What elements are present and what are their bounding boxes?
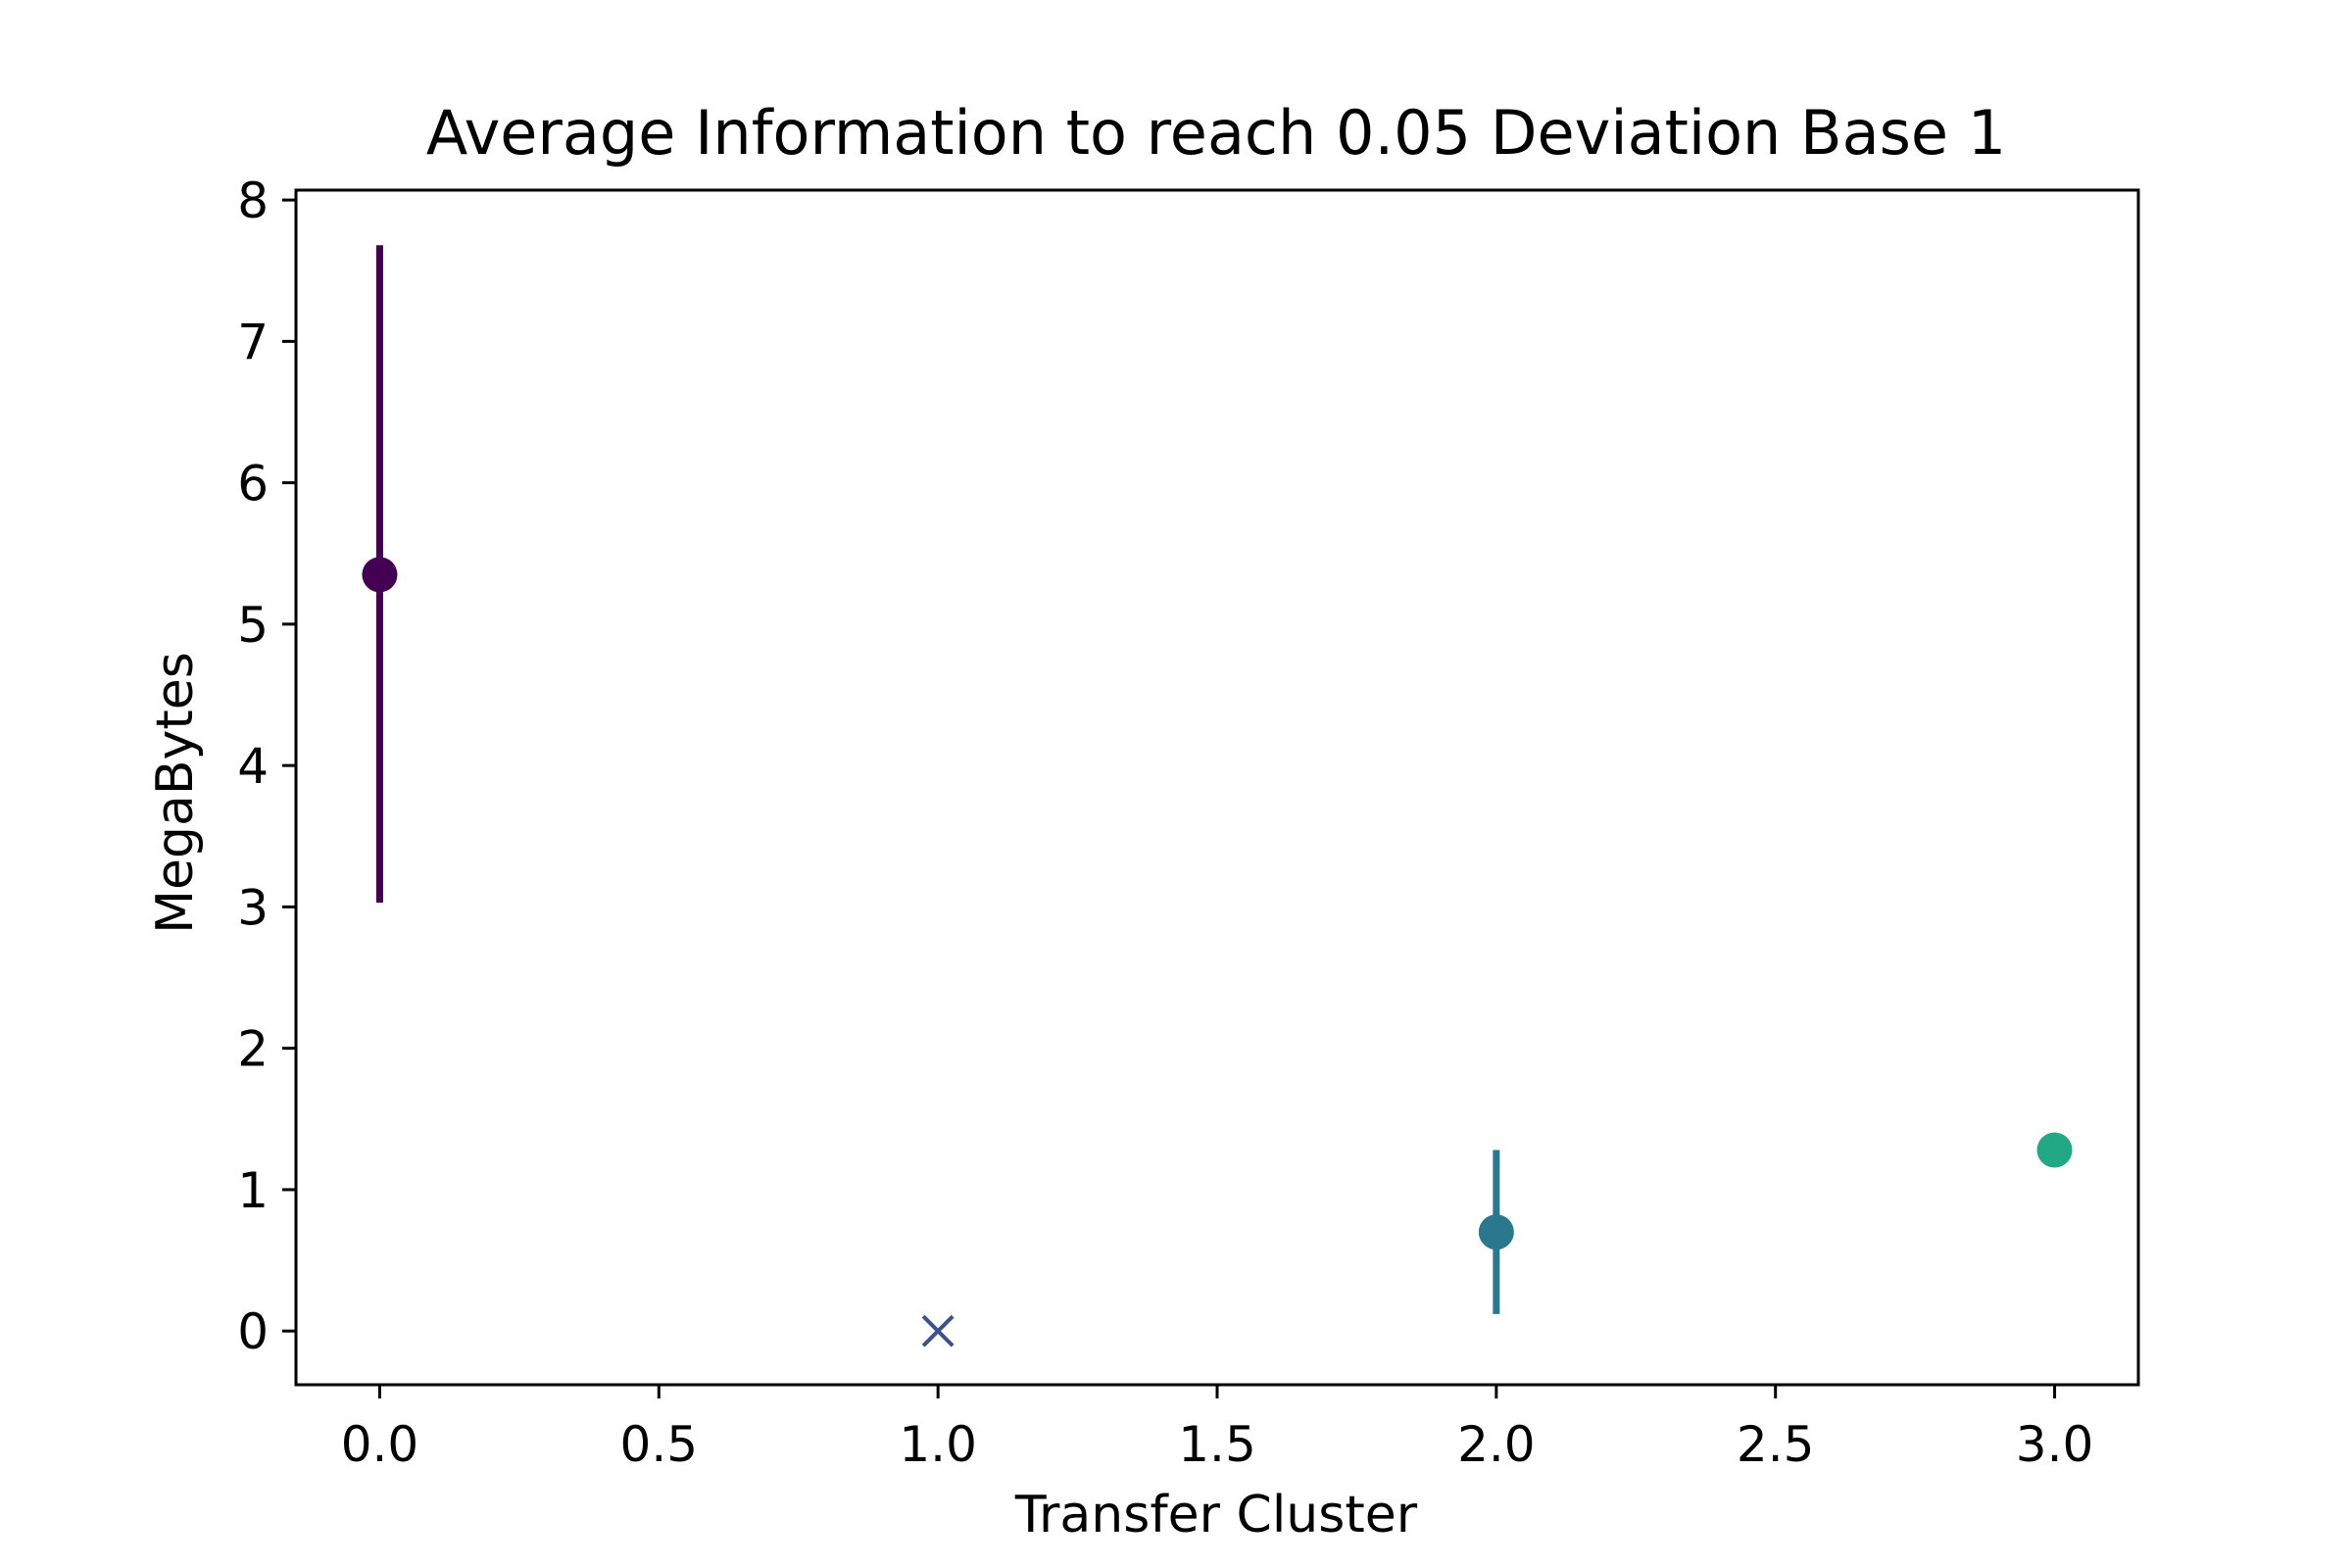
y-tick-label: 7 xyxy=(237,314,269,370)
y-tick-label: 2 xyxy=(237,1021,269,1078)
errorbar-layer xyxy=(375,245,1500,1314)
data-point xyxy=(362,557,398,593)
data-point xyxy=(2036,1132,2073,1168)
data-point xyxy=(1478,1214,1514,1250)
chart-title: Average Information to reach 0.05 Deviat… xyxy=(426,97,2006,169)
x-tick-label: 2.5 xyxy=(1737,1416,1815,1473)
x-axis-label: Transfer Cluster xyxy=(1014,1486,1418,1544)
point-layer xyxy=(362,557,2073,1348)
y-tick-label: 8 xyxy=(237,172,269,229)
x-tick-label: 3.0 xyxy=(2016,1416,2094,1473)
x-tick-label: 1.5 xyxy=(1178,1416,1256,1473)
plot-area-frame xyxy=(294,188,2140,1387)
y-tick-label: 5 xyxy=(237,597,269,654)
x-tick-label: 2.0 xyxy=(1457,1416,1536,1473)
y-tick-label: 1 xyxy=(237,1162,269,1219)
y-tick-label: 6 xyxy=(237,456,269,513)
x-tick-label: 0.0 xyxy=(341,1416,419,1473)
x-marker-point xyxy=(921,1314,955,1348)
y-tick-label: 4 xyxy=(237,738,269,795)
y-axis-label: MegaBytes xyxy=(146,652,205,934)
y-tick-label: 3 xyxy=(237,879,269,936)
x-tick-label: 1.0 xyxy=(899,1416,977,1473)
y-tick-label: 0 xyxy=(237,1303,269,1360)
tick-layer: 0.0 0.5 1.0 1.5 2.0 2.5 3.0 0 1 2 3 4 5 6 7 8 xyxy=(237,172,2093,1473)
x-tick-label: 0.5 xyxy=(620,1416,699,1473)
